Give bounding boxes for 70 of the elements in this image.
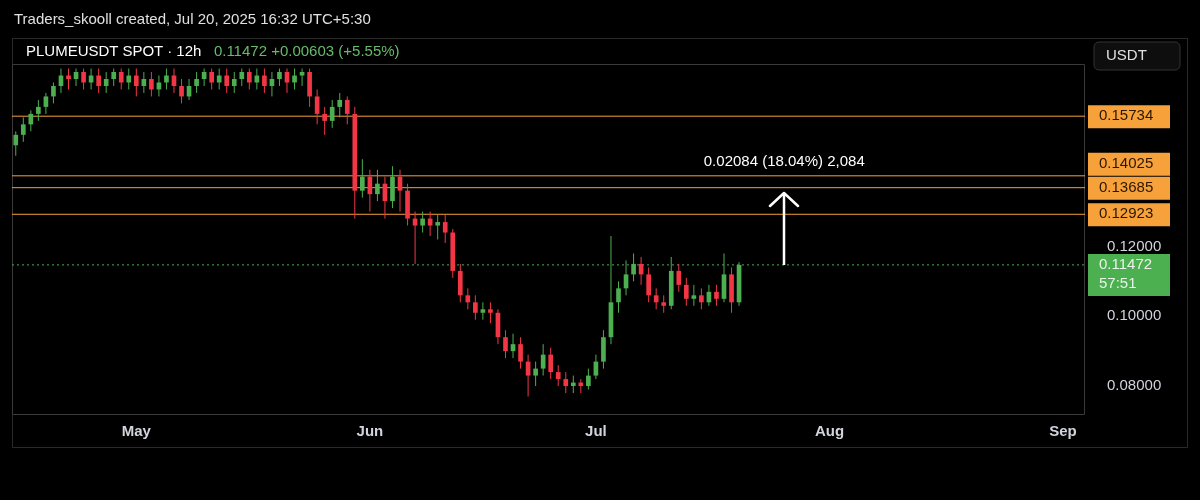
x-tick-label: Sep: [1049, 422, 1077, 440]
candlestick: [194, 71, 199, 94]
candlestick: [20, 116, 26, 143]
candlestick: [699, 287, 704, 310]
candlestick: [299, 68, 305, 87]
candlestick: [420, 211, 425, 234]
candlestick: [216, 68, 222, 90]
candlestick: [96, 68, 101, 94]
candlestick: [533, 361, 538, 387]
candlestick: [563, 371, 569, 394]
annotation: 0.02084 (18.04%) 2,084: [703, 151, 865, 169]
ref-line-label: 0.15734: [1099, 106, 1154, 124]
candlestick: [548, 347, 554, 380]
candlestick: [646, 266, 651, 303]
y-axis-title: USDT: [1106, 46, 1147, 64]
candlestick: [43, 92, 49, 115]
candlestick: [488, 301, 493, 324]
y-tick-label: 0.08000: [1107, 376, 1162, 394]
candlestick: [586, 368, 591, 391]
candlestick: [337, 92, 343, 118]
candlestick: [714, 284, 719, 307]
candlestick: [676, 263, 682, 293]
y-tick-label: 0.10000: [1107, 306, 1162, 324]
candlestick: [292, 68, 297, 90]
candlestick: [375, 169, 380, 202]
candlestick: [442, 214, 448, 244]
candlestick: [473, 294, 478, 321]
candlestick: [465, 287, 471, 310]
candlestick: [81, 68, 86, 90]
candlestick: [503, 329, 508, 359]
candlestick: [179, 78, 184, 104]
chart-subtitle: 0.11472 +0.00603 (+5.55%): [213, 42, 400, 60]
candlestick: [118, 68, 124, 90]
ref-line-label: 0.11472 57:51: [1099, 255, 1153, 292]
candlestick: [360, 158, 365, 199]
candlestick: [344, 95, 350, 125]
candlestick: [149, 71, 154, 97]
candlestick: [518, 336, 523, 370]
candlestick: [133, 68, 139, 97]
candlestick: [262, 68, 267, 94]
chart-title: PLUMEUSDT SPOT · 12h: [26, 42, 202, 60]
ref-line-label: 0.12923: [1099, 204, 1154, 222]
text: Traders_skooll created, Jul 20, 2025 16:32 UTC+5:30: [14, 10, 371, 28]
candlestick: [103, 71, 109, 94]
candlestick: [224, 68, 230, 94]
candlestick: [51, 81, 56, 104]
ref-line-label: 0.13685: [1099, 177, 1154, 195]
candlestick: [480, 301, 486, 321]
candlestick: [13, 130, 19, 157]
x-tick-label: May: [121, 422, 152, 440]
candlestick: [246, 68, 252, 90]
candlestick: [435, 214, 441, 240]
candlestick: [555, 364, 561, 387]
candlestick: [231, 71, 237, 94]
candlestick: [36, 99, 41, 122]
candlestick: [653, 287, 659, 310]
x-tick-label: Jun: [356, 422, 384, 440]
x-tick-label: Aug: [814, 422, 845, 440]
candlestick: [616, 280, 621, 314]
candlestick: [683, 277, 689, 307]
x-tick-label: Jul: [585, 422, 607, 440]
candlestick: [164, 68, 169, 90]
candlestick: [126, 68, 132, 90]
y-tick-label: 0.12000: [1107, 236, 1162, 254]
candlestick: [691, 284, 697, 307]
candlestick: [66, 68, 71, 90]
candlestick: [329, 99, 335, 129]
candlestick: [209, 68, 214, 90]
candlestick: [322, 106, 328, 136]
ref-line-label: 0.14025: [1099, 153, 1154, 171]
